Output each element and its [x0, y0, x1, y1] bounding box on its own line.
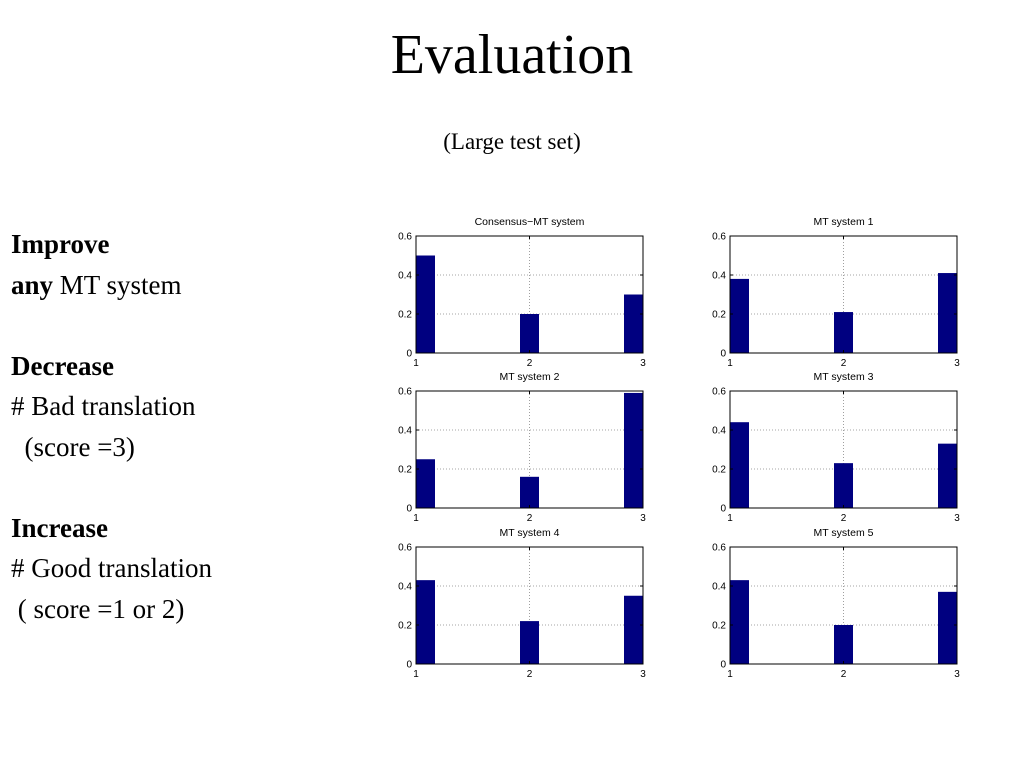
bar-1 — [730, 422, 749, 508]
note-decrease: Decrease — [11, 346, 341, 387]
note-good-translation: # Good translation — [11, 553, 212, 583]
x-tick-label: 3 — [954, 669, 960, 680]
y-tick-label: 0.2 — [398, 465, 412, 476]
y-tick-label: 0 — [720, 660, 726, 671]
y-tick-label: 0.2 — [712, 310, 726, 321]
y-tick-label: 0.4 — [712, 582, 726, 593]
x-tick-label: 1 — [413, 513, 419, 524]
chart-title: MT system 3 — [814, 371, 874, 383]
y-tick-label: 0.2 — [398, 621, 412, 632]
y-tick-label: 0 — [406, 660, 412, 671]
x-tick-label: 2 — [841, 669, 847, 680]
y-tick-label: 0 — [406, 349, 412, 360]
x-tick-label: 1 — [413, 358, 419, 369]
y-tick-label: 0.2 — [712, 465, 726, 476]
x-tick-label: 1 — [413, 669, 419, 680]
any-label: any — [11, 269, 54, 300]
increase-label: Increase — [11, 512, 108, 543]
bar-1 — [730, 580, 749, 664]
y-tick-label: 0.4 — [398, 271, 412, 282]
y-tick-label: 0 — [406, 504, 412, 515]
bar-3 — [938, 273, 957, 353]
y-tick-label: 0.6 — [712, 387, 726, 398]
y-tick-label: 0 — [720, 349, 726, 360]
slide-title: Evaluation — [390, 24, 634, 86]
bar-1 — [730, 278, 749, 353]
chart-panel-2: 0 0.2 0.4 0.6 1 2 3 MT system 1 — [712, 216, 960, 369]
x-tick-label: 1 — [727, 669, 733, 680]
chart-panel-5: 0 0.2 0.4 0.6 1 2 3 MT system 4 — [398, 527, 646, 680]
bar-2 — [520, 621, 539, 664]
bar-1 — [416, 255, 435, 353]
bar-1 — [416, 459, 435, 508]
bar-2 — [520, 314, 539, 353]
x-tick-label: 3 — [954, 513, 960, 524]
y-tick-label: 0.4 — [712, 426, 726, 437]
chart-title: MT system 5 — [814, 527, 874, 539]
note-bad-score: (score =3) — [11, 431, 135, 462]
y-tick-label: 0.6 — [398, 387, 412, 398]
y-tick-label: 0.6 — [712, 232, 726, 243]
bar-1 — [416, 580, 435, 664]
y-tick-label: 0.4 — [712, 271, 726, 282]
x-tick-label: 3 — [640, 513, 646, 524]
chart-title: MT system 2 — [500, 371, 560, 383]
x-tick-label: 3 — [640, 669, 646, 680]
x-tick-label: 1 — [727, 513, 733, 524]
chart-panel-1: 0 0.2 0.4 0.6 1 2 3 Consensus−MT system — [398, 216, 646, 369]
chart-title: MT system 1 — [814, 216, 874, 228]
chart-title: Consensus−MT system — [475, 216, 585, 228]
chart-panel-6: 0 0.2 0.4 0.6 1 2 3 MT system 5 — [712, 527, 960, 680]
y-tick-label: 0.2 — [398, 310, 412, 321]
x-tick-label: 1 — [727, 358, 733, 369]
bar-2 — [834, 625, 853, 664]
decrease-label: Decrease — [11, 350, 114, 381]
bar-2 — [834, 463, 853, 508]
x-tick-label: 3 — [954, 358, 960, 369]
note-bad-translation: # Bad translation — [11, 391, 196, 421]
x-tick-label: 3 — [640, 358, 646, 369]
note-increase: Increase — [11, 508, 341, 549]
bar-3 — [624, 294, 643, 353]
chart-title: MT system 4 — [500, 527, 560, 539]
bar-2 — [520, 476, 539, 508]
y-tick-label: 0.4 — [398, 426, 412, 437]
slide-subtitle: (Large test set) — [443, 129, 581, 154]
chart-panel-4: 0 0.2 0.4 0.6 1 2 3 MT system 3 — [712, 371, 960, 524]
bar-2 — [834, 312, 853, 353]
bar-3 — [624, 595, 643, 664]
any-rest-text: MT system — [53, 269, 182, 300]
x-tick-label: 2 — [527, 513, 533, 524]
improve-label: Improve — [11, 229, 110, 259]
bar-3 — [624, 392, 643, 508]
y-tick-label: 0.6 — [712, 543, 726, 554]
note-improve: Improve — [11, 224, 341, 265]
note-good-score: ( score =1 or 2) — [11, 593, 185, 624]
x-tick-label: 2 — [841, 358, 847, 369]
chart-panel-3: 0 0.2 0.4 0.6 1 2 3 MT system 2 — [398, 371, 646, 524]
x-tick-label: 2 — [527, 358, 533, 369]
y-tick-label: 0.6 — [398, 543, 412, 554]
y-tick-label: 0 — [720, 504, 726, 515]
y-tick-label: 0.6 — [398, 232, 412, 243]
y-tick-label: 0.4 — [398, 582, 412, 593]
x-tick-label: 2 — [527, 669, 533, 680]
notes-block: Improve any MT system Decrease # Bad tra… — [11, 224, 341, 629]
bar-3 — [938, 443, 957, 508]
y-tick-label: 0.2 — [712, 621, 726, 632]
note-any-mt-system: any MT system — [11, 265, 341, 306]
x-tick-label: 2 — [841, 513, 847, 524]
bar-3 — [938, 591, 957, 664]
